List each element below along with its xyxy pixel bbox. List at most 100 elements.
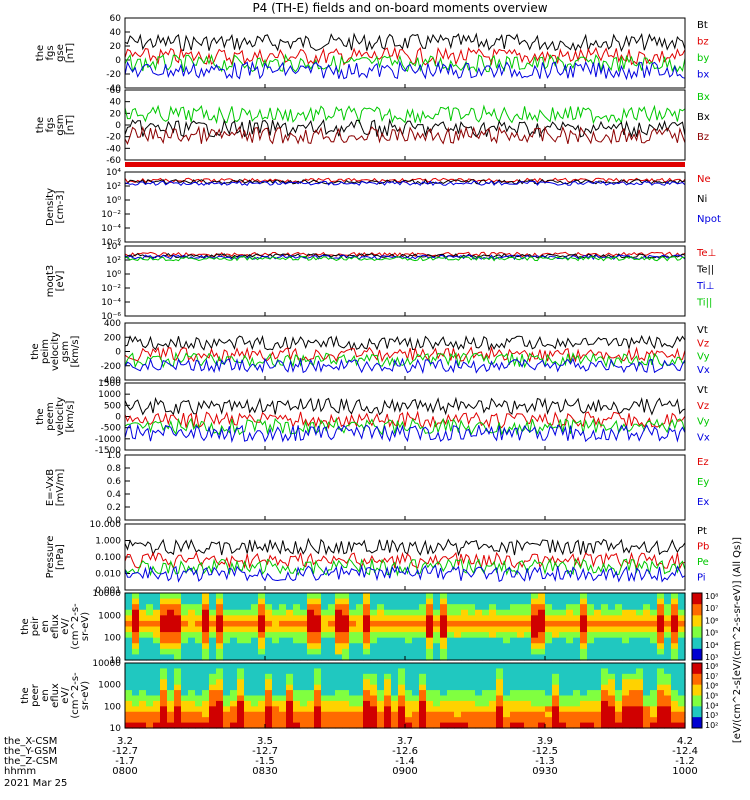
spectrogram-cell [622, 690, 630, 697]
spectrogram-cell [636, 706, 644, 713]
spectrogram-cell [202, 626, 210, 633]
spectrogram-cell [412, 700, 420, 707]
spectrogram-cell [629, 673, 637, 680]
spectrogram-cell [475, 679, 483, 686]
spectrogram-cell [272, 668, 280, 675]
spectrogram-cell [559, 648, 567, 656]
spectrogram-cell [223, 593, 231, 600]
spectrogram-cell [622, 632, 630, 639]
spectrogram-cell [209, 717, 217, 724]
spectrogram-cell [237, 700, 245, 707]
spectrogram-cell [573, 626, 581, 633]
spectrogram-cell [412, 598, 420, 605]
spectrogram-cell [601, 706, 609, 713]
spectrogram-cell [272, 637, 280, 644]
spectrogram-cell [636, 604, 644, 611]
spectrogram-cell [482, 626, 490, 633]
spectrogram-cell [335, 615, 343, 622]
spectrogram-cell [496, 717, 504, 724]
spectrogram-cell [447, 643, 455, 650]
spectrogram-cell [454, 620, 462, 628]
spectrogram-cell [496, 706, 504, 713]
spectrogram-cell [489, 604, 497, 611]
spectrogram-cell [629, 700, 637, 707]
spectrogram-cell [139, 700, 147, 707]
spectrogram-cell [517, 654, 525, 661]
spectrogram-cell [601, 626, 609, 633]
spectrogram-cell [258, 637, 266, 644]
spectrogram-cell [447, 632, 455, 639]
spectrogram-cell [650, 648, 658, 656]
spectrogram-cell [335, 648, 343, 656]
spectrogram-cell [664, 722, 672, 729]
spectrogram-cell [573, 593, 581, 600]
spectrogram-cell [146, 679, 154, 686]
spectrogram-cell [139, 620, 147, 628]
spectrogram-cell [580, 626, 588, 633]
spectrogram-cell [335, 717, 343, 724]
spectrogram-cell [468, 604, 476, 611]
y-tick-label: -60 [106, 156, 121, 166]
spectrogram-cell [517, 620, 525, 628]
spectrogram-cell [475, 609, 483, 616]
spectrogram-cell [447, 711, 455, 718]
spectrogram-cell [650, 593, 658, 600]
spectrogram-cell [517, 643, 525, 650]
spectrogram-cell [552, 637, 560, 644]
spectrogram-cell [559, 679, 567, 686]
spectrogram-cell [321, 643, 329, 650]
spectrogram-cell [384, 604, 392, 611]
spectrogram-cell [398, 643, 406, 650]
spectrogram-cell [433, 654, 441, 661]
spectrogram-cell [244, 717, 252, 724]
spectrogram-cell [622, 663, 630, 670]
spectrogram-cell [433, 626, 441, 633]
spectrogram-cell [349, 679, 357, 686]
spectrogram-cell [377, 679, 385, 686]
colorbar-tick-label: 10⁵ [705, 692, 718, 701]
y-axis-label: thepeirenefluxeV/(cm^2-s-sr-eV) [20, 603, 91, 650]
spectrogram-cell [678, 615, 686, 622]
spectrogram-cell [202, 598, 210, 605]
colorbar-segment [692, 695, 702, 707]
spectrogram-cell [216, 706, 224, 713]
spectrogram-cell [608, 684, 616, 691]
spectrogram-cell [370, 668, 378, 675]
spectrogram-cell [181, 663, 189, 670]
spectrogram-cell [272, 722, 280, 729]
spectrogram-cell [209, 706, 217, 713]
spectrogram-cell [132, 717, 140, 724]
spectrogram-cell [188, 604, 196, 611]
spectrogram-cell [664, 711, 672, 718]
spectrogram-cell [167, 673, 175, 680]
spectrogram-cell [328, 668, 336, 675]
spectrogram-cell [454, 717, 462, 724]
spectrogram-cell [461, 673, 469, 680]
spectrogram-cell [293, 637, 301, 644]
spectrogram-cell [384, 632, 392, 639]
spectrogram-cell [307, 637, 315, 644]
spectrogram-cell [559, 593, 567, 600]
spectrogram-cell [195, 717, 203, 724]
spectrogram-cell [335, 643, 343, 650]
spectrogram-cell [531, 626, 539, 633]
spectrogram-cell [377, 663, 385, 670]
spectrogram-cell [209, 684, 217, 691]
spectrogram-cell [216, 598, 224, 605]
spectrogram-cell [412, 648, 420, 656]
spectrogram-cell [517, 593, 525, 600]
spectrogram-cell [328, 604, 336, 611]
spectrogram-cell [216, 593, 224, 600]
spectrogram-cell [580, 663, 588, 670]
spectrogram-cell [300, 598, 308, 605]
spectrogram-cell [545, 626, 553, 633]
spectrogram-cell [398, 593, 406, 600]
spectrogram-cell [251, 706, 259, 713]
spectrogram-cell [531, 598, 539, 605]
y-tick-label: 0.6 [107, 477, 122, 487]
spectrogram-cell [552, 684, 560, 691]
spectrogram-cell [419, 679, 427, 686]
legend-label: Ey [697, 477, 709, 488]
spectrogram-cell [391, 717, 399, 724]
spectrogram-cell [342, 615, 350, 622]
